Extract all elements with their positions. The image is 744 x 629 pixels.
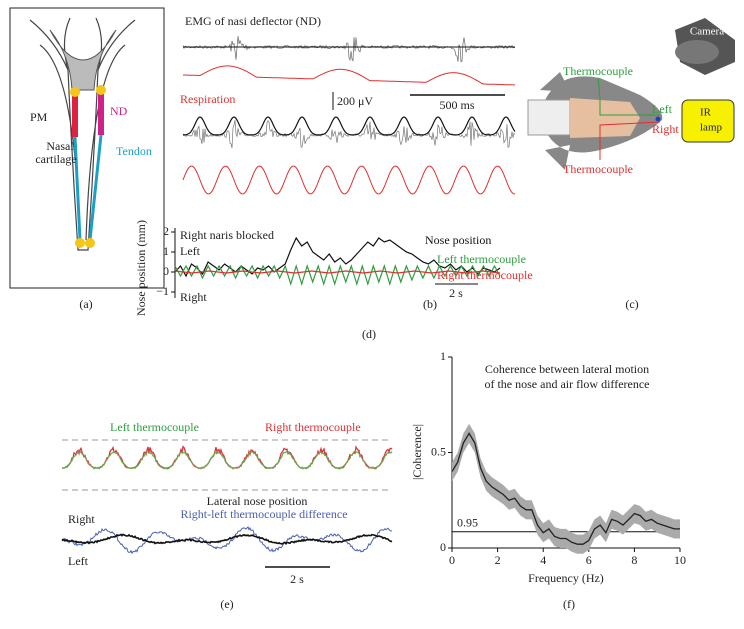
- label: Tendon: [116, 144, 152, 158]
- panel-b: EMG of nasi deflector (ND) Respiration 2…: [180, 14, 516, 311]
- caption: (a): [79, 297, 92, 311]
- y-tick-label: 0: [163, 264, 169, 278]
- label: Left: [652, 102, 673, 116]
- x-tick-label: 4: [540, 553, 546, 567]
- pm-muscle: [72, 92, 78, 137]
- trace: [182, 116, 516, 136]
- annotation: Right: [180, 290, 207, 304]
- caption: (b): [423, 297, 437, 311]
- nd-muscle: [98, 90, 104, 135]
- trace: [62, 445, 393, 469]
- trace: [183, 65, 516, 86]
- skull-drawing: [29, 17, 136, 251]
- label: Left: [68, 554, 89, 568]
- caption: (e): [220, 597, 233, 611]
- label: EMG of nasi deflector (ND): [185, 14, 321, 28]
- tendon: [73, 134, 103, 241]
- snout: [570, 98, 640, 138]
- ir-lamp: [681, 99, 735, 143]
- panel-c: Camera IR lamp Thermocouple Left Right T…: [527, 18, 735, 311]
- y-tick-label: 2: [163, 224, 169, 238]
- label: Lateral nose position: [207, 494, 308, 508]
- panel-e: Left thermocouple Right thermocouple Lat…: [61, 420, 393, 611]
- y-tick-label: 0: [440, 540, 446, 554]
- label: 2 s: [290, 572, 304, 586]
- label: 200 μV: [337, 94, 373, 108]
- label: Right thermocouple: [265, 420, 361, 434]
- caption: (f): [563, 597, 575, 611]
- panel-d: Nose position (mm) Right naris blocked L…: [134, 220, 533, 341]
- label: Thermocouple: [563, 64, 633, 78]
- trace: [182, 165, 515, 195]
- x-tick-label: 10: [674, 553, 686, 567]
- x-tick-label: 6: [586, 553, 592, 567]
- trace: [61, 450, 393, 470]
- y-tick-label: 1: [440, 349, 446, 363]
- series-label: Left thermocouple: [437, 252, 526, 266]
- lens: [675, 40, 719, 64]
- trace: [61, 533, 393, 546]
- skull-shading: [49, 29, 117, 91]
- caption: (d): [362, 327, 376, 341]
- line: [174, 270, 501, 274]
- label: Nasal: [46, 139, 74, 153]
- label: ND: [110, 104, 128, 118]
- annotation: 2 s: [449, 286, 463, 300]
- label: PM: [30, 110, 48, 124]
- y-tick-label: 0.5: [431, 444, 446, 458]
- chart-title: of the nose and air flow difference: [484, 377, 649, 391]
- series-label: Right thermocouple: [437, 268, 533, 282]
- y-tick-label: −1: [156, 284, 169, 298]
- label: Thermocouple: [563, 162, 633, 176]
- annotation: Right naris blocked: [180, 228, 274, 242]
- trace: [61, 525, 393, 555]
- label: Right: [652, 122, 679, 136]
- label: Right: [68, 512, 95, 526]
- x-tick-label: 8: [631, 553, 637, 567]
- x-tick-label: 2: [495, 553, 501, 567]
- label: lamp: [700, 122, 722, 134]
- panel-a: PM ND Nasal cartilage Tendon (a): [9, 7, 165, 311]
- stars: [70, 85, 106, 248]
- label: Camera: [690, 26, 724, 38]
- label: Respiration: [180, 92, 235, 106]
- significance-label: 0.95: [457, 516, 478, 530]
- annotation: Left: [180, 244, 201, 258]
- error-band: [452, 423, 680, 554]
- line: [451, 432, 680, 545]
- line: [174, 263, 501, 287]
- nose-tip: [655, 116, 661, 122]
- label: Left thermocouple: [110, 420, 199, 434]
- x-axis-label: Frequency (Hz): [528, 571, 604, 585]
- panel-f: Coherence between lateral motion of the …: [410, 349, 686, 611]
- label: IR: [700, 107, 712, 119]
- caption: (c): [625, 297, 638, 311]
- x-tick-label: 0: [449, 553, 455, 567]
- label: cartilage: [35, 152, 76, 166]
- y-axis-label: |Coherence|: [410, 424, 424, 480]
- label: Right-left thermocouple difference: [180, 507, 347, 521]
- chart-title: Coherence between lateral motion: [485, 362, 649, 376]
- trace: [182, 35, 516, 63]
- head-post: [527, 99, 571, 136]
- y-axis-label: Nose position (mm): [134, 220, 148, 316]
- label: 500 ms: [439, 98, 474, 112]
- y-tick-label: 1: [163, 244, 169, 258]
- trace: [182, 119, 516, 149]
- right-wire: [599, 121, 661, 160]
- series-label: Nose position: [425, 233, 491, 247]
- left-wire: [597, 77, 660, 116]
